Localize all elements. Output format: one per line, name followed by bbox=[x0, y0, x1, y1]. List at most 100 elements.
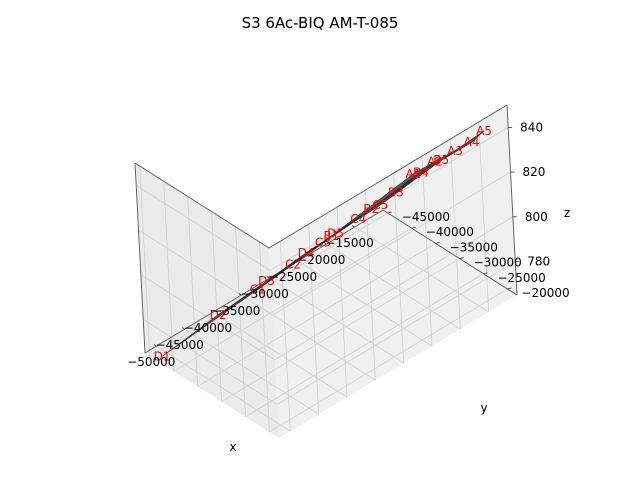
point-label-b4: B4 bbox=[413, 165, 429, 179]
y-tick-label: −35000 bbox=[450, 240, 498, 254]
point-label-b3: B3 bbox=[388, 185, 404, 199]
x-tick-label: −45000 bbox=[156, 338, 204, 352]
y-tick-label: −25000 bbox=[498, 271, 546, 285]
x-grid-line bbox=[212, 311, 348, 398]
back-wall-pane bbox=[269, 105, 517, 438]
x-grid-line bbox=[269, 277, 404, 364]
y-tick-mark bbox=[507, 287, 512, 290]
x-grid-line bbox=[326, 243, 461, 330]
x-grid-line bbox=[449, 139, 461, 330]
y-grid-line bbox=[245, 273, 484, 418]
x-tick-mark bbox=[323, 242, 327, 245]
y-grid-line bbox=[139, 166, 151, 357]
point-label-a2: A2 bbox=[427, 154, 443, 168]
y-axis-label: y bbox=[480, 401, 487, 415]
point-label-d5: D5 bbox=[327, 226, 344, 240]
y-grid-line bbox=[259, 241, 270, 432]
y-tick-mark bbox=[387, 211, 392, 214]
y-grid-line bbox=[211, 211, 222, 402]
z-grid-line bbox=[274, 216, 514, 361]
pane-edge bbox=[268, 104, 508, 249]
z-axis-line bbox=[506, 104, 518, 296]
point-label-c4: C4 bbox=[350, 212, 366, 226]
y-tick-label: −40000 bbox=[426, 225, 474, 239]
x-grid-line bbox=[421, 156, 433, 347]
y-grid-line bbox=[163, 181, 175, 372]
y-grid-line bbox=[187, 196, 199, 387]
y-grid-line bbox=[149, 212, 388, 357]
y-grid-line bbox=[221, 258, 460, 402]
x-tick-mark bbox=[210, 310, 214, 313]
z-grid-line bbox=[272, 171, 511, 316]
x-tick-label: −15000 bbox=[326, 236, 374, 250]
surface-mesh bbox=[161, 130, 485, 357]
surface-facet bbox=[420, 130, 485, 173]
x-grid-line bbox=[354, 226, 489, 313]
z-tick-label: 820 bbox=[523, 165, 546, 179]
y-tick-label: −20000 bbox=[521, 286, 569, 300]
y-tick-mark bbox=[483, 272, 488, 275]
x-tick-label: −20000 bbox=[297, 253, 345, 267]
point-label-d2: D2 bbox=[210, 308, 227, 322]
z-tick-label: 780 bbox=[527, 254, 550, 268]
point-label-d3: D3 bbox=[258, 274, 275, 288]
x-grid-line bbox=[184, 328, 319, 415]
pane-edge bbox=[134, 162, 270, 249]
y-tick-mark bbox=[411, 226, 416, 229]
x-grid-line bbox=[364, 190, 376, 381]
point-label-a5: A5 bbox=[476, 124, 492, 138]
point-label-b2: B2 bbox=[363, 202, 379, 216]
grid-lines bbox=[135, 122, 516, 433]
x-grid-line bbox=[478, 122, 490, 313]
point-label-b1: B1 bbox=[323, 229, 339, 243]
point-label-a3: A3 bbox=[447, 144, 463, 158]
y-grid-line bbox=[197, 243, 436, 387]
z-tick-label: 840 bbox=[520, 120, 543, 134]
point-label-a1: A1 bbox=[405, 167, 421, 181]
chart-title: S3 6Ac-BIQ AM-T-085 bbox=[242, 14, 399, 32]
x-tick-mark bbox=[351, 225, 355, 228]
y-tick-label: −30000 bbox=[474, 256, 522, 270]
x-tick-mark bbox=[266, 276, 270, 279]
x-grid-line bbox=[156, 345, 291, 432]
point-label-c5: C5 bbox=[372, 198, 388, 212]
y-grid-line bbox=[173, 227, 412, 372]
pane-edge bbox=[134, 162, 146, 354]
z-grid-line bbox=[143, 319, 278, 405]
x-tick-mark bbox=[238, 293, 242, 296]
point-label-c1: C1 bbox=[250, 283, 266, 297]
x-tick-label: −40000 bbox=[184, 321, 232, 335]
point-label-b5: B5 bbox=[433, 153, 449, 167]
x-tick-mark bbox=[153, 344, 157, 347]
x-grid-line bbox=[393, 173, 405, 364]
x-tick-label: −25000 bbox=[269, 270, 317, 284]
y-grid-line bbox=[269, 288, 508, 433]
z-grid-line bbox=[140, 274, 276, 361]
z-grid-line bbox=[138, 229, 273, 316]
y-axis-line bbox=[382, 209, 518, 296]
x-tick-label: −35000 bbox=[212, 304, 260, 318]
z-axis-label: z bbox=[564, 206, 570, 220]
x-grid-line bbox=[279, 241, 291, 432]
point-label-d1: D1 bbox=[154, 349, 171, 363]
x-grid-line bbox=[308, 224, 320, 415]
point-label-a4: A4 bbox=[464, 135, 480, 149]
z-tick-label: 800 bbox=[525, 210, 548, 224]
x-tick-label: −30000 bbox=[241, 287, 289, 301]
z-grid-line bbox=[135, 185, 271, 271]
x-tick-mark bbox=[181, 327, 185, 330]
z-grid-line bbox=[277, 261, 516, 405]
x-tick-mark bbox=[295, 259, 299, 262]
y-grid-line bbox=[235, 226, 246, 417]
x-axis-label: x bbox=[229, 440, 236, 454]
y-tick-mark bbox=[459, 257, 464, 259]
y-tick-mark bbox=[435, 242, 440, 244]
point-label-c3: C3 bbox=[315, 236, 331, 250]
tick-labels: −50000−45000−40000−35000−30000−25000−200… bbox=[127, 120, 569, 369]
y-tick-label: −45000 bbox=[402, 210, 450, 224]
point-label-d4: D4 bbox=[298, 246, 315, 260]
x-grid-line bbox=[336, 207, 348, 398]
x-grid-line bbox=[297, 260, 433, 347]
